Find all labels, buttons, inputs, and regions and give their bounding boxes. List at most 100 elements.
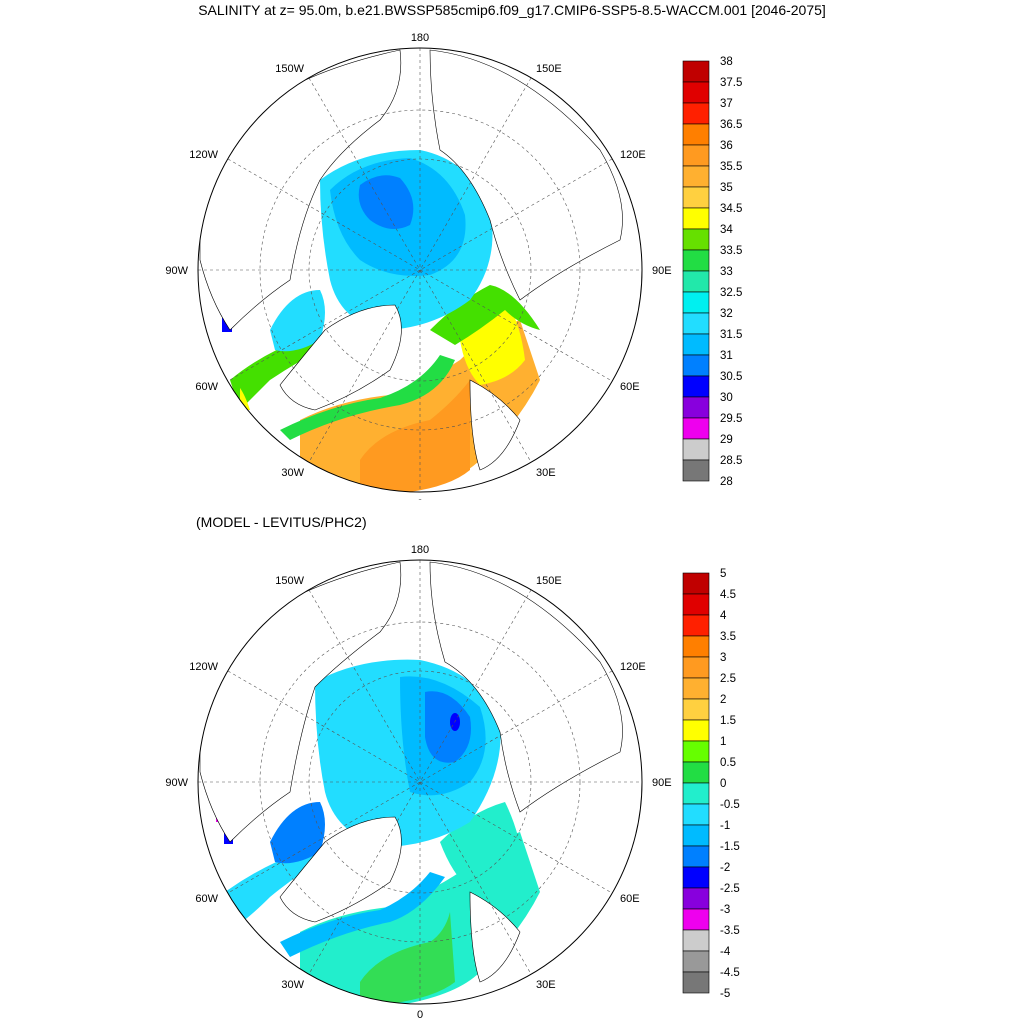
lon-label: 120E xyxy=(620,661,646,673)
colorbar-swatch xyxy=(682,887,710,910)
colorbar-label: 30 xyxy=(720,392,733,404)
lon-label: 90W xyxy=(165,265,188,277)
colorbar-label: -3.5 xyxy=(720,925,740,937)
colorbar-label: 36.5 xyxy=(720,119,742,131)
lon-label: 120W xyxy=(189,661,218,673)
colorbar-swatch xyxy=(682,249,710,272)
region-baffin xyxy=(270,290,325,352)
colorbar-swatch xyxy=(682,186,710,209)
region-baffin xyxy=(270,802,325,864)
region-canada-basin xyxy=(358,175,414,229)
lon-label: 30E xyxy=(536,979,556,991)
colorbar-swatch xyxy=(682,761,710,784)
region-nordic-seas xyxy=(360,912,455,1004)
colorbar-label: 34 xyxy=(720,224,733,236)
colorbar-swatch xyxy=(682,102,710,125)
colorbar-label: -1 xyxy=(720,820,730,832)
colorbar-swatch xyxy=(682,971,710,994)
colorbar-label: 1 xyxy=(720,736,726,748)
colorbar-swatch xyxy=(682,719,710,742)
difference-field xyxy=(199,561,623,1004)
lon-label: 30E xyxy=(536,467,556,479)
colorbar-label: -2 xyxy=(720,862,730,874)
graticule xyxy=(198,48,642,492)
land-scandinavia xyxy=(469,891,521,983)
colorbar-label: 4 xyxy=(720,610,727,622)
colorbar-swatch xyxy=(682,845,710,868)
longitude-labels: 180 150E 120E 90E 60E 30E 0 30W 60W 90W … xyxy=(165,544,671,1021)
lon-label: 0 xyxy=(417,1009,423,1021)
colorbar-label: -1.5 xyxy=(720,841,740,853)
lon-label: 30W xyxy=(281,979,304,991)
colorbar-label: -4.5 xyxy=(720,967,740,979)
colorbar-label: 31 xyxy=(720,350,733,362)
colorbar-swatch xyxy=(682,459,710,482)
land-eurasia xyxy=(429,561,623,813)
colorbar-label: 33.5 xyxy=(720,245,742,257)
lon-label: 30W xyxy=(281,467,304,479)
lon-label: 120W xyxy=(189,149,218,161)
map-frame xyxy=(197,47,643,493)
region-gin-transition xyxy=(280,872,445,957)
lon-label: 60W xyxy=(195,381,218,393)
colorbar-label: 3.5 xyxy=(720,631,736,643)
lon-label: 120E xyxy=(620,149,646,161)
colorbar-swatch xyxy=(682,375,710,398)
colorbar-swatch xyxy=(682,228,710,251)
colorbar-label: -5 xyxy=(720,988,730,1000)
colorbar-label: -0.5 xyxy=(720,799,740,811)
colorbar-label: 2.5 xyxy=(720,673,736,685)
colorbar-label: 28 xyxy=(720,476,733,488)
land-greenland xyxy=(279,304,402,411)
lon-label: 60W xyxy=(195,893,218,905)
colorbar-label: 36 xyxy=(720,140,733,152)
lon-label: 60E xyxy=(620,893,640,905)
colorbar-swatch xyxy=(682,803,710,826)
colorbar-swatch xyxy=(682,866,710,889)
colorbar-swatch xyxy=(682,677,710,700)
region-eurasian-core xyxy=(425,691,471,763)
colorbar-swatch xyxy=(682,740,710,763)
colorbar-label: 3 xyxy=(720,652,726,664)
colorbar-swatch xyxy=(682,417,710,440)
lon-label: 150W xyxy=(275,575,304,587)
salinity-colorbar: 38 37.5 37 36.5 36 35.5 35 34.5 34 33.5 33 32.5 32 31… xyxy=(682,56,742,488)
lon-label: 150E xyxy=(536,63,562,75)
difference-colorbar: 5 4.5 4 3.5 3 2.5 2 1.5 1 0.5 0 -0.5 -1 -1.5 -2 -2.5 -3 -… xyxy=(682,568,740,1000)
lon-label: 90E xyxy=(652,265,672,277)
colorbar-swatch xyxy=(682,207,710,230)
colorbar-label: 37.5 xyxy=(720,77,742,89)
lon-label: 90E xyxy=(652,777,672,789)
colorbar-label: 32.5 xyxy=(720,287,742,299)
lon-label: 150W xyxy=(275,63,304,75)
difference-map: 180 150E 120E 90E 60E 30E 0 30W 60W 90W … xyxy=(165,544,740,1021)
map-frame xyxy=(197,559,643,1005)
region-gin-transition xyxy=(280,355,455,440)
colorbar-label: 31.5 xyxy=(720,329,742,341)
colorbar-swatch xyxy=(682,291,710,314)
colorbar-label: -2.5 xyxy=(720,883,740,895)
colorbar-label: 30.5 xyxy=(720,371,742,383)
colorbar-swatch xyxy=(682,123,710,146)
colorbar-label: 38 xyxy=(720,56,733,68)
lon-label: 0 xyxy=(417,498,423,500)
figure-title: SALINITY at z= 95.0m, b.e21.BWSSP585cmip… xyxy=(198,2,826,18)
colorbar-label: 29.5 xyxy=(720,413,742,425)
colorbar-label: 28.5 xyxy=(720,455,742,467)
colorbar-label: 37 xyxy=(720,98,733,110)
colorbar-swatch xyxy=(682,333,710,356)
colorbar-label: -4 xyxy=(720,946,731,958)
colorbar-label: 1.5 xyxy=(720,715,736,727)
colorbar-swatch xyxy=(682,614,710,637)
longitude-labels: 180 150E 120E 90E 60E 30E 0 30W 60W 90W … xyxy=(165,32,671,500)
salinity-map: 180 150E 120E 90E 60E 30E 0 30W 60W 90W … xyxy=(165,32,742,500)
lon-label: 60E xyxy=(620,381,640,393)
land-scandinavia xyxy=(469,379,521,471)
colorbar-swatch xyxy=(682,593,710,616)
graticule xyxy=(198,560,642,1004)
colorbar-swatch xyxy=(682,929,710,952)
colorbar-swatch xyxy=(682,165,710,188)
colorbar-swatch xyxy=(682,782,710,805)
salinity-map-panel: 180 150E 120E 90E 60E 30E 0 30W 60W 90W … xyxy=(0,0,1024,500)
colorbar-label: 34.5 xyxy=(720,203,742,215)
